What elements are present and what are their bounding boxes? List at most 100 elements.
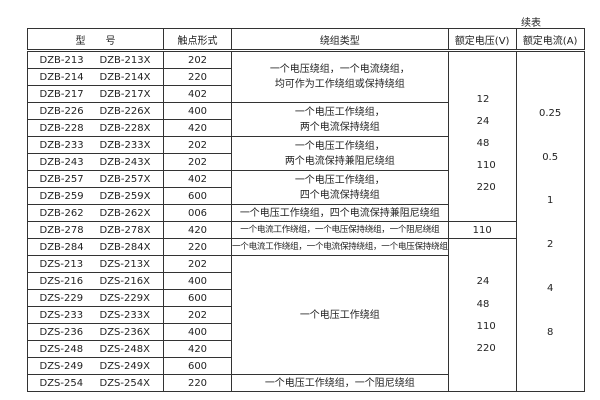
winding-line: 一个电流工作绕组，一个电流保持绕组，一个电压保持绕组 (232, 241, 448, 252)
winding-cell: 一个电流工作绕组，一个电流保持绕组，一个电压保持绕组 (231, 238, 449, 256)
model-cell: DZS-248 DZS-248X (27, 340, 164, 358)
model-code: DZS-229 (39, 292, 84, 304)
model-code: DZB-213 (39, 54, 84, 66)
model-code: DZS-248 (39, 343, 84, 355)
model-cell: DZS-216 DZS-216X (27, 272, 164, 290)
contact-cell: 220 (163, 374, 232, 392)
model-code: DZS-249 (39, 360, 84, 372)
model-code: DZB-262 (39, 207, 84, 219)
contact-cell: 202 (163, 306, 232, 324)
relay-spec-table: 型 号 触点形式 绕组类型 额定电压(V) 额定电流(A) DZB-213 DZB… (27, 28, 585, 392)
model-code-x: DZB-262X (99, 207, 151, 219)
model-code-x: DZS-236X (99, 326, 150, 338)
winding-line: 均可作为工作绕组或保持绕组 (274, 79, 405, 90)
contact-cell: 600 (163, 187, 232, 205)
voltage-value: 24 (476, 116, 490, 127)
model-code-x: DZB-213X (99, 54, 151, 66)
table-row: DZS-216 DZS-216X 400 (27, 272, 585, 290)
winding-cell: 一个电压工作绕组，四个电流保持兼阻尼绕组 (231, 204, 449, 222)
contact-cell: 402 (163, 170, 232, 188)
model-code: DZS-233 (39, 309, 84, 321)
winding-cell: 一个电压工作绕组， 四个电流保持绕组 (231, 170, 449, 205)
voltage-value: 48 (476, 138, 490, 149)
model-code: DZB-228 (39, 122, 84, 134)
contact-cell: 600 (163, 357, 232, 375)
model-cell: DZS-233 DZS-233X (27, 306, 164, 324)
current-value: 8 (546, 327, 554, 338)
winding-cell: 一个电压工作绕组， 两个电流保持兼阻尼绕组 (231, 136, 449, 171)
contact-cell: 220 (163, 68, 232, 86)
current-cell: 0.25 0.5 1 2 4 8 (515, 50, 585, 392)
model-cell: DZS-229 DZS-229X (27, 289, 164, 307)
continued-label: 续表 (521, 18, 541, 29)
table-row: DZS-248 DZS-248X 420 (27, 340, 585, 358)
header-winding: 绕组类型 (231, 28, 449, 52)
table-row: DZB-213 DZB-213X 202 一个电压绕组，一个电流绕组， 均可作为工作绕组… (27, 50, 585, 392)
contact-cell: 402 (163, 85, 232, 103)
model-code-x: DZS-229X (99, 292, 150, 304)
header-voltage: 额定电压(V) (447, 28, 517, 52)
model-cell: DZS-254 DZS-254X (27, 374, 164, 392)
model-code: DZB-284 (39, 241, 84, 253)
model-code-x: DZB-226X (99, 105, 151, 117)
table-row: DZS-233 DZS-233X 202 (27, 306, 585, 324)
model-code-x: DZB-228X (99, 122, 151, 134)
model-code: DZB-243 (39, 156, 84, 168)
table-row: DZS-213 DZS-213X 202 一个电压工作绕组 (27, 255, 585, 375)
winding-line: 一个电压工作绕组， (294, 174, 385, 186)
contact-cell: 420 (163, 119, 232, 137)
voltage-value: 110 (476, 160, 496, 171)
winding-cell: 一个电流工作绕组，一个电压保持绕组，一个阻尼绕组 (231, 221, 449, 239)
contact-cell: 202 (163, 255, 232, 273)
voltage-value: 12 (476, 94, 490, 105)
contact-cell: 400 (163, 323, 232, 341)
voltage-cell: 12 24 48 110 220 (447, 50, 517, 222)
winding-line: 两个电流保持绕组 (299, 121, 380, 133)
model-cell: DZB-262 DZB-262X (27, 204, 164, 222)
model-code-x: DZB-284X (99, 241, 151, 253)
model-code-x: DZS-216X (99, 275, 150, 287)
voltage-value: 48 (476, 299, 490, 310)
contact-cell: 220 (163, 238, 232, 256)
table-row: DZB-214 DZB-214X 220 (27, 68, 585, 86)
table-row: DZS-254 DZS-254X 220 一个电压工作绕组，一个阻尼绕组 (27, 374, 585, 392)
model-code-x: DZB-243X (99, 156, 151, 168)
model-code-x: DZS-213X (99, 258, 150, 270)
current-value: 0.25 (539, 108, 562, 119)
model-code-x: DZS-233X (99, 309, 150, 321)
model-cell: DZB-278 DZB-278X (27, 221, 164, 239)
table-row: DZB-262 DZB-262X 006 一个电压工作绕组，四个电流保持兼阻尼绕组 (27, 204, 585, 222)
winding-line: 一个电流工作绕组，一个电压保持绕组，一个阻尼绕组 (240, 224, 440, 235)
model-cell: DZS-249 DZS-249X (27, 357, 164, 375)
model-code-x: DZS-248X (99, 343, 150, 355)
table-row: DZB-278 DZB-278X 420 一个电流工作绕组，一个电压保持绕组，一个阻尼… (27, 221, 585, 239)
model-code: DZB-278 (39, 224, 84, 236)
contact-cell: 600 (163, 289, 232, 307)
contact-cell: 202 (163, 153, 232, 171)
winding-line: 四个电流保持绕组 (299, 189, 380, 201)
voltage-value: 24 (476, 276, 490, 287)
current-value: 4 (546, 283, 554, 294)
model-code-x: DZB-257X (99, 173, 151, 185)
contact-cell: 202 (163, 136, 232, 154)
winding-line: 两个电流保持兼阻尼绕组 (284, 155, 395, 167)
model-code: DZB-233 (39, 139, 84, 151)
current-value: 0.5 (542, 152, 559, 163)
contact-cell: 420 (163, 221, 232, 239)
voltage-value: 220 (476, 343, 496, 354)
model-code: DZS-236 (39, 326, 84, 338)
voltage-value: 110 (476, 321, 496, 332)
winding-line: 一个电压工作绕组， (294, 140, 385, 152)
header-current: 额定电流(A) (515, 28, 585, 52)
model-cell: DZB-226 DZB-226X (27, 102, 164, 120)
model-code-x: DZB-214X (99, 71, 151, 83)
current-value: 1 (546, 195, 554, 206)
model-code-x: DZB-278X (99, 224, 151, 236)
model-cell: DZB-214 DZB-214X (27, 68, 164, 86)
winding-line: 一个电压工作绕组，四个电流保持兼阻尼绕组 (239, 207, 440, 219)
model-cell: DZS-236 DZS-236X (27, 323, 164, 341)
winding-line: 一个电压工作绕组， (294, 106, 385, 118)
model-cell: DZB-284 DZB-284X (27, 238, 164, 256)
model-code: DZB-259 (39, 190, 84, 202)
model-code-x: DZB-217X (99, 88, 151, 100)
